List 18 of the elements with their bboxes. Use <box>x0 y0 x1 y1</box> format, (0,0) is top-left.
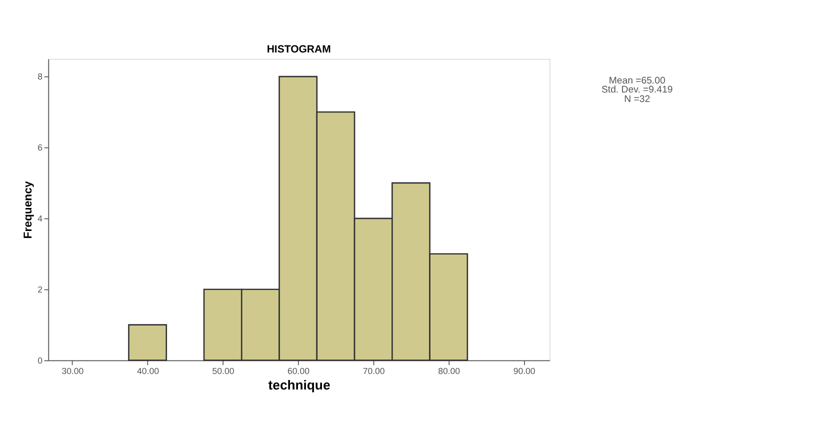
x-tick-label: 50.00 <box>212 366 234 376</box>
x-tick-label: 60.00 <box>288 366 310 376</box>
x-tick-label: 40.00 <box>137 366 160 376</box>
y-tick-label: 6 <box>38 142 43 153</box>
y-tick-label: 2 <box>38 284 43 294</box>
text: Mean =65.00 <box>608 75 666 86</box>
y-tick-label: 0 <box>38 355 43 366</box>
x-axis-title: technique <box>268 378 330 393</box>
x-tick-label: 90.00 <box>513 366 536 376</box>
x-tick-label: 70.00 <box>362 366 385 376</box>
text: N =32 <box>624 94 650 105</box>
y-axis-title: Frequency <box>22 180 34 239</box>
x-tick-label: 80.00 <box>438 366 460 376</box>
y-tick-label: 8 <box>38 72 43 82</box>
y-tick-label: 4 <box>38 213 43 224</box>
x-tick-label: 30.00 <box>62 366 84 376</box>
chart-title: HISTOGRAM <box>266 44 332 56</box>
text: Std. Dev. =9.419 <box>601 84 673 96</box>
